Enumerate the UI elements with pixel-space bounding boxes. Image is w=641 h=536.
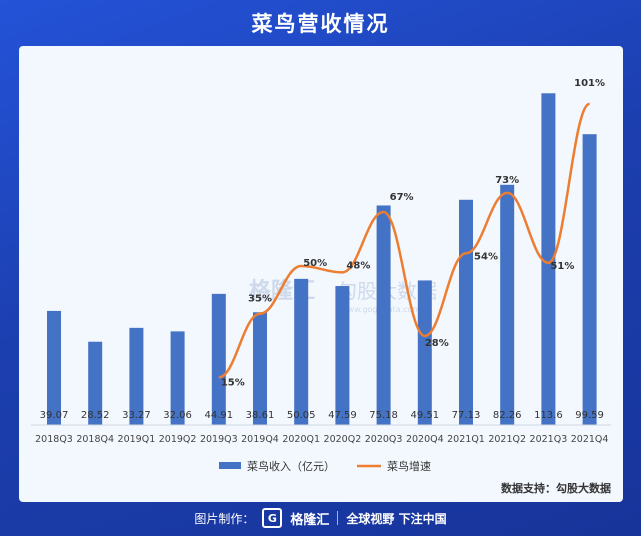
bar-2021Q1 xyxy=(459,199,473,425)
category-label: 2019Q2 xyxy=(159,434,197,445)
page-title: 菜鸟营收情况 xyxy=(251,12,390,36)
bar-value-label: 77.13 xyxy=(452,410,481,421)
bar-value-label: 75.18 xyxy=(369,410,398,421)
legend-label-growth: 菜鸟增速 xyxy=(387,459,431,473)
category-label: 2021Q1 xyxy=(447,434,485,445)
growth-value-label: 101% xyxy=(574,78,605,89)
bar-2018Q3 xyxy=(47,310,61,425)
growth-value-label: 54% xyxy=(474,251,498,262)
category-label: 2018Q4 xyxy=(76,434,114,445)
legend-label-revenue: 菜鸟收入（亿元） xyxy=(247,459,335,473)
bar-value-label: 33.27 xyxy=(122,410,151,421)
data-source: 数据支持：勾股大数据 xyxy=(501,482,611,495)
bar-value-label: 50.05 xyxy=(287,410,316,421)
category-label: 2020Q3 xyxy=(365,434,403,445)
category-label: 2019Q4 xyxy=(241,434,279,445)
made-by-label: 图片制作： xyxy=(194,511,255,526)
category-label: 2021Q3 xyxy=(530,434,568,445)
category-label: 2021Q2 xyxy=(488,434,526,445)
revenue-chart: 格隆汇勾股大数据www.gogudata.com39.0728.5233.273… xyxy=(31,78,611,473)
bar-2018Q4 xyxy=(88,341,103,425)
category-label: 2018Q3 xyxy=(35,434,73,445)
bar-2020Q3 xyxy=(376,205,391,425)
category-label: 2020Q2 xyxy=(324,434,362,445)
footer-divider xyxy=(337,511,339,525)
bar-value-label: 28.52 xyxy=(81,410,110,421)
category-label: 2021Q4 xyxy=(571,434,609,445)
legend: 菜鸟收入（亿元） 菜鸟增速 xyxy=(219,459,431,473)
growth-value-label: 35% xyxy=(248,294,272,305)
bar-2020Q4 xyxy=(417,280,432,425)
bar-2019Q1 xyxy=(129,327,144,425)
growth-value-label: 73% xyxy=(495,175,519,186)
category-label: 2019Q3 xyxy=(200,434,238,445)
bar-value-label: 99.59 xyxy=(575,410,604,421)
chart-panel: 格隆汇勾股大数据www.gogudata.com39.0728.5233.273… xyxy=(19,46,623,502)
growth-value-label: 48% xyxy=(346,260,370,271)
bar-2019Q3 xyxy=(211,293,226,425)
footer: 图片制作： G 格隆汇 全球视野 下注中国 xyxy=(0,506,641,530)
slogan: 全球视野 下注中国 xyxy=(346,511,447,526)
bar-value-label: 113.6 xyxy=(534,410,563,421)
bar-value-label: 38.61 xyxy=(246,410,275,421)
growth-line xyxy=(218,102,591,379)
growth-value-label: 50% xyxy=(303,258,327,269)
category-label: 2019Q1 xyxy=(118,434,156,445)
legend-swatch-revenue xyxy=(219,462,241,469)
bar-2019Q4 xyxy=(253,312,267,425)
bar-2019Q2 xyxy=(170,331,185,425)
growth-value-label: 15% xyxy=(221,377,245,388)
bar-value-label: 47.59 xyxy=(328,410,357,421)
growth-value-label: 67% xyxy=(390,192,414,203)
growth-value-label: 51% xyxy=(550,261,574,272)
bar-2020Q1 xyxy=(294,278,309,425)
growth-value-label: 28% xyxy=(425,338,449,349)
category-label: 2020Q1 xyxy=(282,434,320,445)
category-label: 2020Q4 xyxy=(406,434,444,445)
bar-value-label: 49.51 xyxy=(410,410,439,421)
bar-2021Q4 xyxy=(582,134,597,425)
brand-logo-icon: G xyxy=(262,508,283,528)
bar-value-label: 82.26 xyxy=(493,410,522,421)
bar-2021Q3 xyxy=(541,93,556,425)
bar-2021Q2 xyxy=(500,184,515,425)
brand-name: 格隆汇 xyxy=(290,512,330,528)
bar-value-label: 44.91 xyxy=(204,410,233,421)
bar-2020Q2 xyxy=(335,286,350,425)
bar-value-label: 39.07 xyxy=(40,410,69,421)
bar-value-label: 32.06 xyxy=(163,410,192,421)
